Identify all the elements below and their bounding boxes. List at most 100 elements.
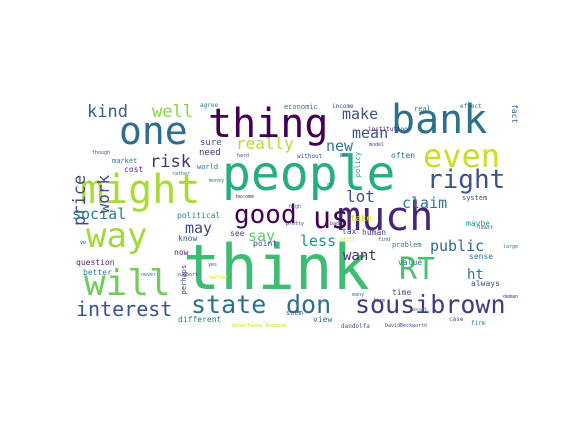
- cloud-word: go: [327, 182, 334, 188]
- cloud-word: though: [92, 150, 111, 156]
- cloud-word: support: [177, 272, 199, 278]
- cloud-word: thing: [208, 101, 329, 147]
- cloud-word: say: [248, 227, 276, 245]
- cloud-word: asset: [412, 307, 428, 313]
- cloud-word: money: [209, 178, 225, 184]
- cloud-word: right: [427, 165, 506, 195]
- cloud-word: new: [326, 137, 354, 155]
- cloud-word: human: [362, 228, 387, 237]
- cloud-word: benarfanna Insbpnd: [232, 323, 287, 329]
- cloud-word: often: [391, 151, 416, 160]
- cloud-word: claim: [402, 194, 448, 212]
- cloud-word: firm: [373, 298, 386, 304]
- cloud-word: point: [253, 239, 278, 248]
- cloud-word: much: [337, 194, 434, 240]
- cloud-word: rather: [172, 171, 191, 177]
- cloud-word: ht: [467, 267, 484, 283]
- cloud-word: yes: [208, 262, 218, 268]
- cloud-word: sousibrown: [355, 290, 506, 319]
- cloud-word: public: [430, 237, 485, 255]
- cloud-word: DavidBeckworth: [385, 323, 428, 329]
- cloud-word: political: [177, 211, 221, 220]
- cloud-word: kind: [87, 102, 128, 122]
- cloud-word: might: [80, 167, 201, 213]
- cloud-word: question: [76, 258, 115, 267]
- cloud-word: case: [449, 316, 464, 323]
- cloud-word: least: [478, 225, 494, 231]
- cloud-word: know: [178, 234, 198, 243]
- cloud-word: matter: [210, 275, 229, 281]
- cloud-word: pretty: [286, 221, 305, 227]
- cloud-word: bad: [330, 221, 340, 227]
- cloud-word: better: [83, 268, 112, 277]
- cloud-word: make: [342, 105, 379, 123]
- cloud-word: firm: [471, 320, 486, 327]
- cloud-word: good: [234, 200, 297, 230]
- cloud-word: view: [313, 315, 333, 324]
- cloud-word: take: [350, 214, 372, 224]
- cloud-word: high: [289, 204, 302, 210]
- cloud-word: find: [378, 237, 391, 243]
- cloud-word: agree: [200, 102, 219, 109]
- cloud-word: well: [152, 102, 193, 122]
- cloud-word: want: [343, 248, 377, 264]
- cloud-word: lot: [346, 187, 375, 206]
- cloud-word: model: [369, 142, 385, 148]
- cloud-word: seem: [286, 309, 303, 317]
- cloud-word: really: [236, 134, 294, 153]
- cloud-word: sure: [200, 138, 222, 148]
- cloud-word: world: [197, 163, 219, 171]
- cloud-word: will: [84, 263, 171, 304]
- cloud-word: interest: [76, 297, 173, 321]
- cloud-word: problem: [392, 241, 422, 249]
- cloud-word: still: [340, 237, 356, 243]
- cloud-word: many: [352, 292, 365, 298]
- cloud-word: people: [222, 146, 396, 202]
- cloud-word: perhaps: [180, 264, 188, 295]
- cloud-word: don: [286, 290, 332, 319]
- cloud-word: sense: [469, 252, 494, 261]
- cloud-word: economic: [284, 103, 318, 111]
- cloud-word: demand: [503, 294, 518, 300]
- cloud-word: value: [398, 258, 423, 267]
- cloud-word: RT: [399, 252, 436, 287]
- cloud-word: real: [414, 105, 431, 113]
- cloud-word: now: [174, 248, 189, 257]
- cloud-word: way: [86, 216, 148, 256]
- cloud-word: mean: [352, 124, 389, 142]
- cloud-word: risk: [150, 152, 191, 172]
- cloud-word: maybe: [466, 219, 491, 228]
- cloud-word: think: [183, 231, 370, 304]
- cloud-word: fact: [510, 104, 518, 124]
- cloud-word: always: [471, 279, 500, 288]
- cloud-word: need: [199, 148, 221, 158]
- cloud-word: one: [119, 109, 188, 153]
- cloud-word: hard: [237, 153, 250, 159]
- cloud-word: social: [72, 205, 127, 223]
- cloud-word: us: [313, 201, 350, 236]
- cloud-word: ve: [80, 240, 87, 246]
- cloud-word: market: [112, 157, 138, 165]
- cloud-word: state: [191, 290, 267, 319]
- cloud-word: bank: [391, 97, 488, 143]
- cloud-word: institution: [368, 126, 408, 133]
- word-cloud: think people bank thing one might much will way e…: [72, 97, 518, 332]
- cloud-word: system: [462, 194, 488, 202]
- cloud-word: even: [423, 137, 501, 175]
- cloud-word: different: [178, 315, 222, 324]
- cloud-word: large: [503, 244, 518, 250]
- cloud-word: time: [392, 288, 412, 297]
- cloud-word: without: [297, 153, 323, 160]
- cloud-word: dandolfa: [341, 323, 370, 330]
- cloud-word: see: [230, 229, 245, 238]
- cloud-word: policy: [354, 151, 362, 178]
- cloud-word: income: [332, 103, 354, 110]
- cloud-word: never: [141, 272, 157, 278]
- cloud-word: less: [300, 232, 337, 250]
- cloud-word: cost: [124, 165, 144, 174]
- cloud-word: become: [236, 194, 255, 200]
- cloud-word: effect: [460, 103, 482, 110]
- cloud-word: let: [339, 153, 349, 159]
- cloud-word: tax: [342, 227, 357, 236]
- cloud-word: may: [185, 219, 213, 237]
